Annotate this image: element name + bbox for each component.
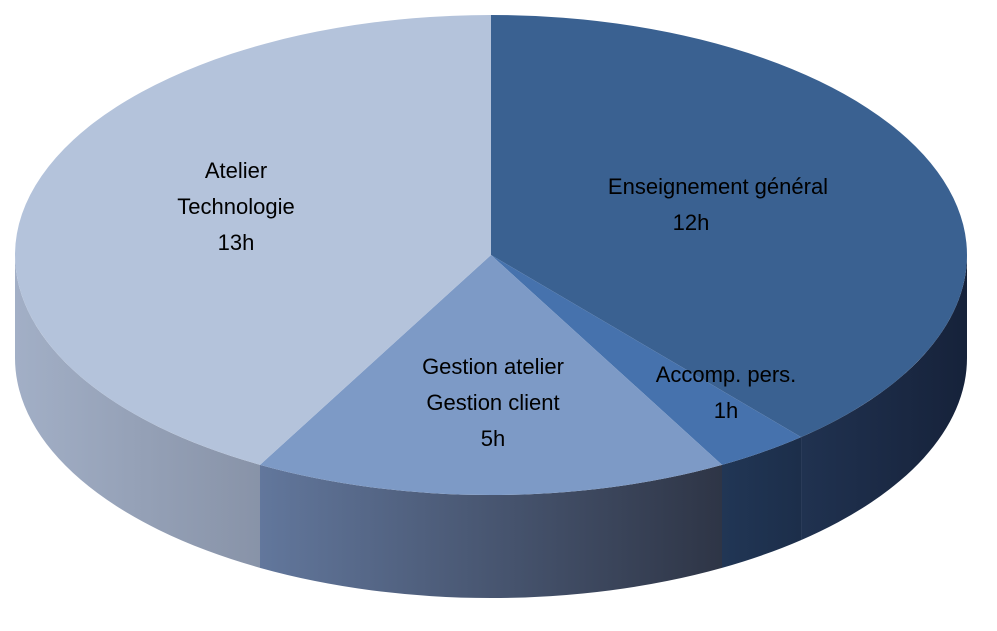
- data-label-enseignement-g-n-ral: Enseignement général 12h: [608, 174, 828, 235]
- pie-slice-gestion-atelier: [259, 255, 723, 496]
- pie-slice-atelier: [14, 15, 492, 465]
- data-label-gestion-atelier: Gestion atelier Gestion client 5h: [422, 354, 564, 451]
- pie-slice-enseignement-g-n-ral: [491, 15, 968, 438]
- pie-side-enseignement-g-n-ral: [801, 255, 967, 541]
- data-label-accomp-pers: Accomp. pers. 1h: [656, 362, 797, 423]
- pie-side-atelier: [15, 255, 260, 568]
- pie-slice-accomp-pers: [491, 255, 802, 465]
- pie-side-gestion-atelier: [259, 464, 723, 599]
- pie-side-accomp-pers: [722, 437, 802, 568]
- data-label-atelier: Atelier Technologie 13h: [177, 158, 294, 255]
